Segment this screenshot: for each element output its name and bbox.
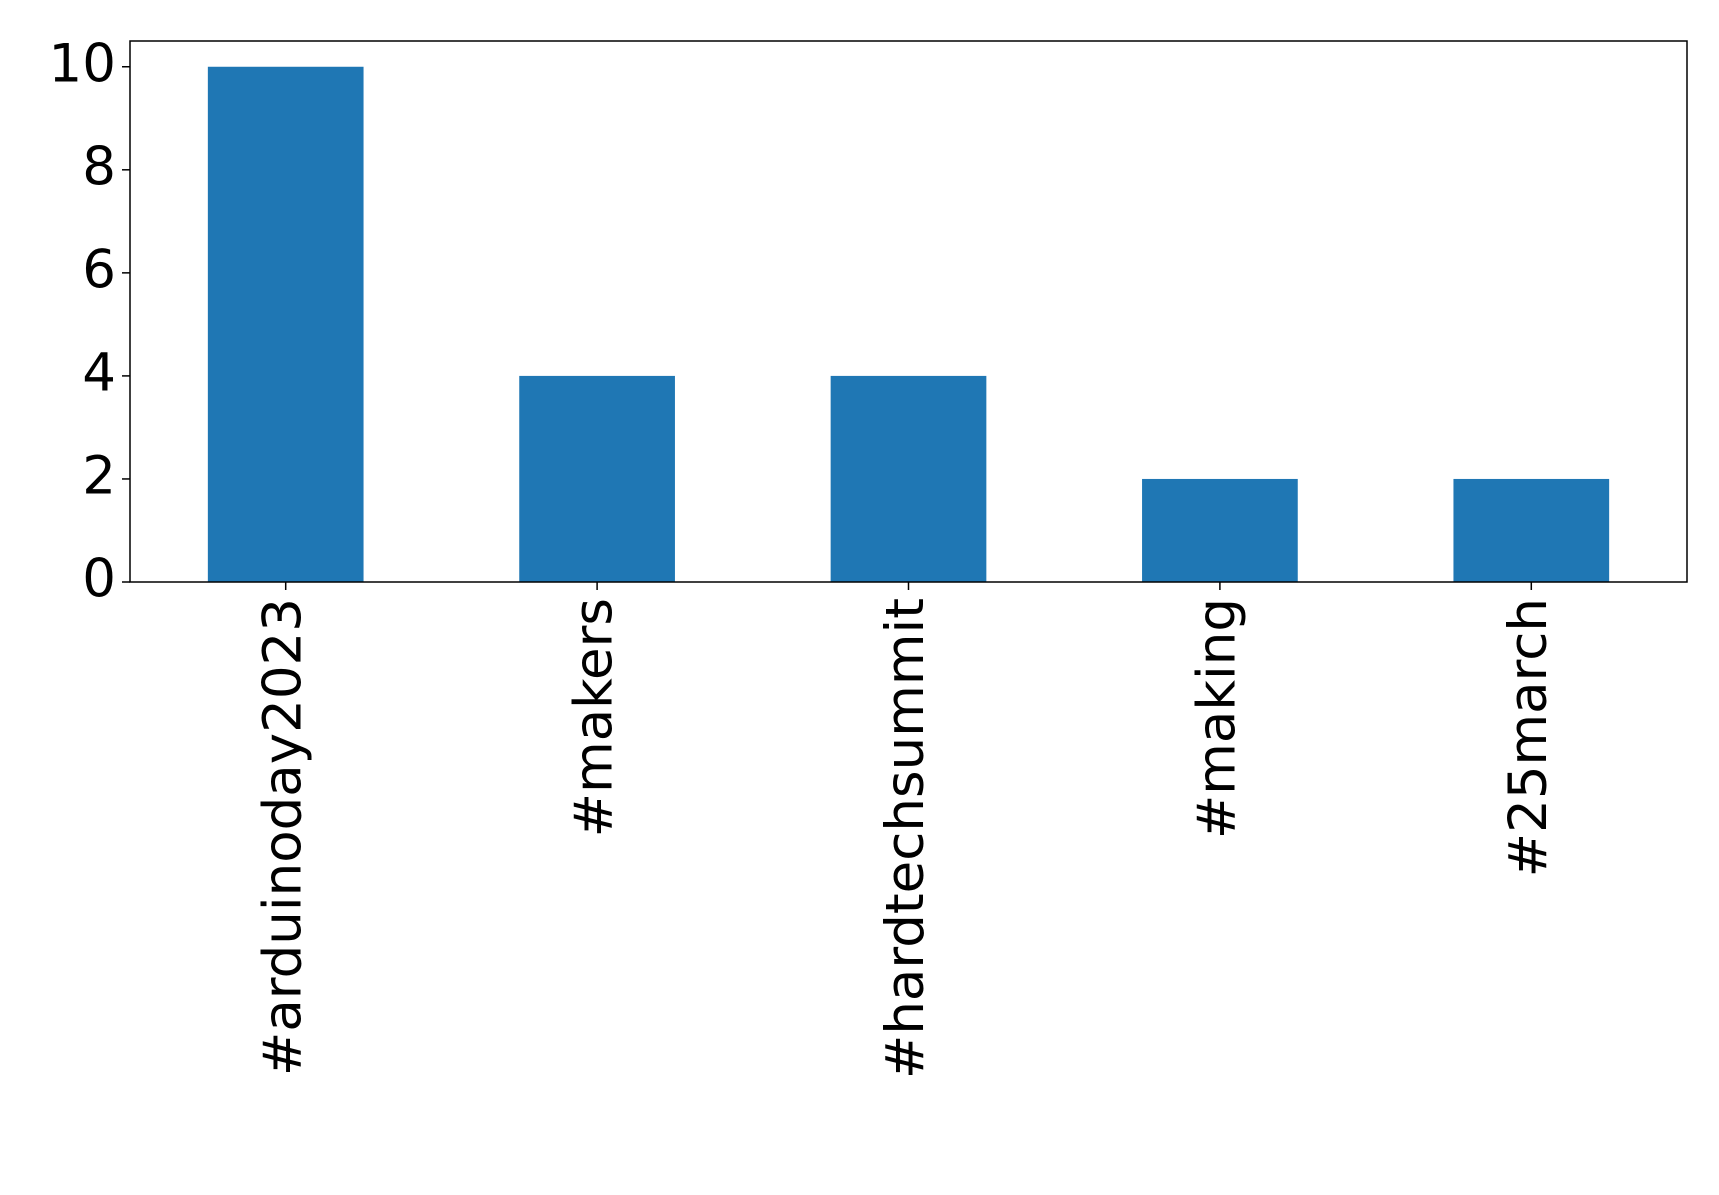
- y-tick-label: 6: [82, 239, 116, 300]
- x-tick-label: #25march: [1498, 598, 1559, 877]
- x-tick-label: #arduinoday2023: [252, 598, 313, 1076]
- x-tick-label: #making: [1187, 598, 1248, 839]
- bar: [1142, 478, 1298, 582]
- bar: [207, 66, 364, 582]
- bar: [1453, 478, 1610, 582]
- x-tick-label: #makers: [564, 598, 625, 837]
- bar: [519, 375, 675, 582]
- y-tick-label: 2: [82, 446, 116, 507]
- y-tick-label: 8: [82, 136, 116, 197]
- bar: [830, 375, 987, 582]
- plot-frame: [129, 40, 1688, 583]
- x-tick-label: #hardtechsummit: [875, 598, 936, 1079]
- y-tick-label: 0: [82, 549, 116, 610]
- y-tick-label: 10: [49, 33, 116, 94]
- y-tick-label: 4: [82, 343, 116, 404]
